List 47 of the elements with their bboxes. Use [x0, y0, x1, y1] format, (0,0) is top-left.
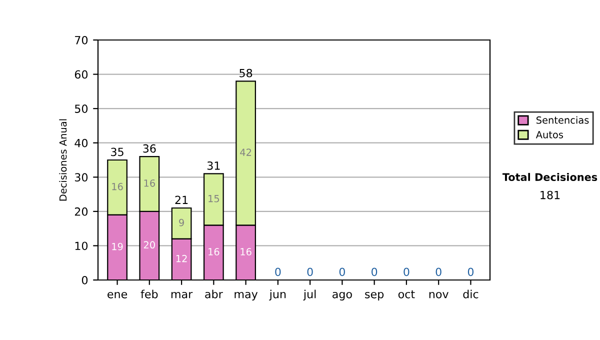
x-tick-label: dic [463, 290, 478, 298]
y-tick-label: 30 [74, 173, 88, 182]
total-label: 21 [175, 196, 188, 204]
x-tick-label: nov [429, 292, 448, 298]
y-tick-label: 60 [74, 70, 88, 79]
data-label: 19 [112, 242, 123, 250]
data-label: 15 [208, 195, 220, 202]
x-tick-label: jul [303, 290, 316, 300]
text: Total Decisiones [502, 172, 598, 182]
legend-label: Autos [536, 131, 564, 138]
total-label: 0 [275, 268, 281, 276]
y-tick-label: 10 [75, 242, 88, 250]
y-tick-label: 50 [74, 104, 88, 113]
x-tick-label: ene [108, 292, 128, 298]
total-label: 58 [240, 68, 252, 78]
data-label: 16 [144, 179, 155, 187]
data-label: 20 [144, 241, 155, 249]
total-label: 0 [339, 268, 345, 276]
data-label: 16 [208, 248, 220, 256]
total-label: 31 [207, 161, 220, 170]
y-tick-label: 40 [74, 138, 88, 148]
y-axis-title: Decisiones Anual [59, 119, 67, 201]
legend-label: Sentencias [536, 116, 589, 124]
y-tick-label: 0 [82, 276, 88, 284]
total-label: 36 [143, 144, 156, 153]
x-tick-label: jun [269, 290, 286, 300]
text: 181 [540, 190, 560, 200]
y-tick-label: 70 [75, 36, 88, 44]
x-tick-label: feb [140, 290, 158, 298]
data-label: 12 [176, 254, 187, 262]
total-label: 0 [404, 268, 410, 276]
x-tick-label: oct [398, 290, 415, 298]
data-label: 16 [240, 248, 252, 256]
y-tick-label: 20 [74, 207, 88, 216]
x-tick-label: mar [171, 292, 193, 298]
total-label: 0 [468, 268, 474, 276]
total-label: 0 [436, 268, 442, 276]
data-label: 16 [112, 182, 123, 190]
data-label: 42 [240, 148, 252, 156]
x-tick-label: sep [365, 292, 384, 300]
x-tick-label: ago [332, 292, 352, 300]
total-label: 35 [111, 148, 124, 156]
total-label: 0 [372, 268, 378, 276]
data-label: 9 [179, 218, 184, 226]
total-label: 0 [307, 268, 313, 276]
x-tick-label: abr [205, 290, 223, 298]
x-tick-label: may [234, 292, 258, 300]
